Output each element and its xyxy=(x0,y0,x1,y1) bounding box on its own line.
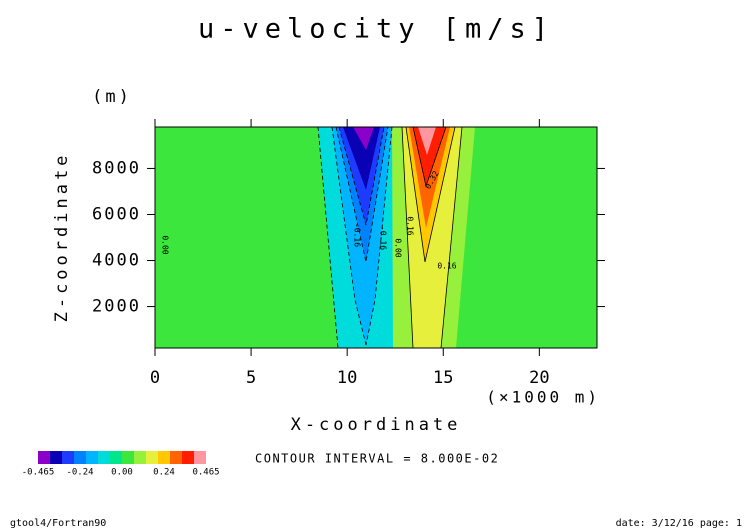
contour-region xyxy=(418,127,436,155)
chart-title: u-velocity [m/s] xyxy=(198,14,554,45)
contour-label: 0.00 xyxy=(161,235,170,254)
x-tick-label: 15 xyxy=(433,368,453,388)
footer-left: gtool4/Fortran90 xyxy=(10,518,106,529)
colorbar-label: 0.00 xyxy=(111,468,133,478)
y-tick-label: 6000 xyxy=(92,204,141,224)
footer-right: date: 3/12/16 page: 1 xyxy=(616,518,742,529)
colorbar-label: 0.465 xyxy=(192,468,219,478)
colorbar-swatch xyxy=(170,451,182,464)
colorbar-swatch xyxy=(98,451,110,464)
contour-region xyxy=(343,127,380,190)
colorbar-label: -0.24 xyxy=(66,468,93,478)
colorbar-swatch xyxy=(158,451,170,464)
plot-frame xyxy=(154,126,598,349)
contour-region xyxy=(353,127,374,150)
contour-line xyxy=(338,126,385,226)
contour-label: -0.16 xyxy=(379,226,388,250)
colorbar-swatch xyxy=(74,451,86,464)
contour-line xyxy=(440,126,463,349)
contour-line xyxy=(405,126,456,263)
contour-line xyxy=(365,126,393,346)
x-tick-label: 5 xyxy=(246,368,256,388)
x-tick-label: 10 xyxy=(337,368,357,388)
contour-label: 0.00 xyxy=(394,238,403,257)
contour-line xyxy=(412,126,447,188)
colorbar-swatch xyxy=(146,451,158,464)
contour-line xyxy=(331,126,367,346)
colorbar-swatch xyxy=(134,451,146,464)
y-tick-label: 8000 xyxy=(92,158,141,178)
y-tick-label: 4000 xyxy=(92,251,141,271)
contour-line xyxy=(317,126,339,349)
colorbar-swatch xyxy=(182,451,194,464)
contour-label: 0.16 xyxy=(406,216,415,235)
x-unit: (×1000 m) xyxy=(486,388,600,407)
x-axis-label: X-coordinate xyxy=(291,415,462,435)
colorbar-swatch xyxy=(38,451,50,464)
x-tick-label: 20 xyxy=(529,368,549,388)
colorbar-label: 0.24 xyxy=(153,468,175,478)
colorbar-label: -0.465 xyxy=(22,468,55,478)
colorbar-swatch xyxy=(122,451,134,464)
y-axis-label: Z-coordinate xyxy=(52,152,72,323)
colorbar-swatch xyxy=(86,451,98,464)
colorbar-swatch xyxy=(50,451,62,464)
y-tick-label: 2000 xyxy=(92,297,141,317)
x-tick-label: 0 xyxy=(150,368,160,388)
colorbar-swatch xyxy=(62,451,74,464)
y-unit: (m) xyxy=(92,87,132,107)
contour-label: -0.16 xyxy=(353,223,362,247)
contour-region xyxy=(413,127,446,186)
colorbar-swatch xyxy=(110,451,122,464)
contour-line xyxy=(401,126,414,349)
contour-interval: CONTOUR INTERVAL = 8.000E-02 xyxy=(255,452,499,466)
colorbar-swatch xyxy=(194,451,206,464)
contour-label: 0.16 xyxy=(437,262,456,271)
